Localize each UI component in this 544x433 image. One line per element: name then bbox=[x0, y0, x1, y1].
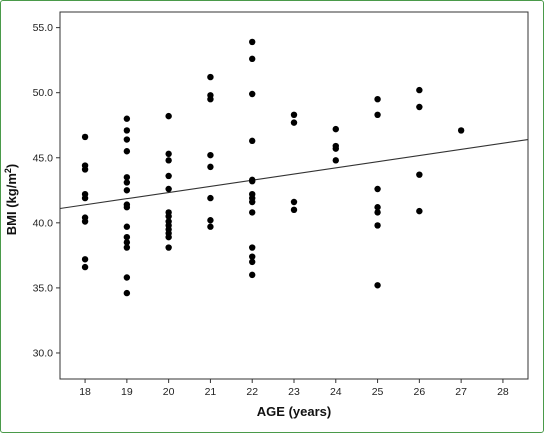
x-axis-title: AGE (years) bbox=[257, 404, 331, 419]
data-point bbox=[416, 103, 423, 111]
data-point bbox=[123, 204, 131, 211]
data-point bbox=[249, 253, 256, 260]
y-tick-label: 30.0 bbox=[33, 347, 54, 359]
x-tick-label: 26 bbox=[414, 386, 426, 398]
data-point bbox=[81, 263, 89, 271]
data-point bbox=[249, 271, 256, 279]
data-point bbox=[123, 174, 131, 181]
data-point bbox=[457, 127, 465, 134]
x-tick-label: 27 bbox=[455, 386, 467, 398]
data-point bbox=[123, 289, 131, 297]
data-point bbox=[207, 73, 214, 81]
x-axis-ticks: 18 19 20 21 22 23 24 25 26 27 28 bbox=[79, 379, 509, 398]
data-point bbox=[207, 95, 214, 103]
y-axis-title-superscript: 2 bbox=[3, 168, 13, 173]
data-point bbox=[249, 244, 256, 251]
x-tick-label: 18 bbox=[79, 386, 91, 398]
data-point bbox=[207, 151, 214, 159]
data-point bbox=[249, 177, 256, 185]
data-point bbox=[165, 150, 172, 158]
data-point bbox=[374, 185, 381, 193]
y-tick-label: 50.0 bbox=[33, 87, 54, 99]
data-point bbox=[290, 206, 298, 214]
data-point bbox=[332, 157, 339, 164]
data-point bbox=[123, 187, 131, 194]
data-point bbox=[332, 125, 339, 133]
x-tick-label: 24 bbox=[330, 386, 342, 398]
data-point bbox=[374, 282, 381, 289]
data-point bbox=[416, 86, 423, 94]
data-point bbox=[207, 194, 214, 202]
data-point bbox=[123, 244, 131, 251]
data-point bbox=[81, 166, 89, 173]
data-point bbox=[374, 204, 381, 211]
data-point bbox=[374, 111, 381, 119]
data-point bbox=[123, 127, 131, 134]
data-point bbox=[249, 198, 256, 206]
data-point bbox=[81, 194, 89, 202]
y-axis-ticks: 30.0 35.0 40.0 45.0 50.0 55.0 bbox=[33, 22, 60, 359]
data-point bbox=[81, 218, 89, 225]
y-axis-title: BMI (kg/m2) bbox=[3, 164, 19, 235]
data-point bbox=[416, 207, 423, 215]
data-point bbox=[165, 112, 172, 120]
data-point bbox=[165, 185, 172, 193]
data-point bbox=[123, 179, 131, 186]
data-point bbox=[207, 223, 214, 230]
data-point bbox=[81, 133, 89, 141]
regression-line bbox=[59, 138, 529, 210]
data-points bbox=[81, 38, 465, 297]
data-point bbox=[290, 111, 298, 119]
data-point bbox=[165, 244, 172, 251]
x-tick-label: 20 bbox=[163, 386, 175, 398]
x-tick-label: 22 bbox=[246, 386, 258, 398]
x-tick-label: 19 bbox=[121, 386, 133, 398]
y-tick-label: 35.0 bbox=[33, 282, 54, 294]
data-point bbox=[332, 145, 339, 152]
data-point bbox=[207, 217, 214, 224]
x-tick-label: 25 bbox=[372, 386, 384, 398]
data-point bbox=[416, 171, 423, 178]
data-point bbox=[165, 213, 172, 220]
data-point bbox=[123, 239, 131, 246]
data-point bbox=[290, 198, 298, 206]
plot-area bbox=[59, 11, 529, 380]
data-point bbox=[374, 95, 381, 103]
y-axis-title-main: BMI (kg/m bbox=[4, 173, 19, 235]
data-point bbox=[249, 137, 256, 145]
x-tick-label: 28 bbox=[497, 386, 509, 398]
data-point bbox=[249, 55, 256, 63]
y-tick-label: 55.0 bbox=[33, 22, 54, 34]
y-tick-label: 45.0 bbox=[33, 152, 54, 164]
data-point bbox=[290, 119, 298, 126]
data-point bbox=[165, 172, 172, 180]
data-point bbox=[123, 136, 131, 143]
data-point bbox=[123, 148, 131, 155]
y-tick-label: 40.0 bbox=[33, 217, 54, 229]
data-point bbox=[123, 274, 131, 281]
x-tick-label: 23 bbox=[288, 386, 300, 398]
data-point bbox=[374, 222, 381, 229]
data-point bbox=[249, 258, 256, 266]
data-point bbox=[249, 90, 256, 98]
data-point bbox=[165, 233, 172, 241]
data-point bbox=[249, 38, 256, 46]
data-point bbox=[165, 157, 172, 164]
data-point bbox=[249, 209, 256, 216]
data-point bbox=[123, 115, 131, 122]
data-point bbox=[374, 209, 381, 216]
data-point bbox=[207, 163, 214, 171]
x-tick-label: 21 bbox=[205, 386, 217, 398]
data-point bbox=[123, 223, 131, 230]
y-axis-title-close: ) bbox=[4, 164, 19, 168]
data-point bbox=[123, 233, 131, 241]
data-point bbox=[81, 256, 89, 263]
